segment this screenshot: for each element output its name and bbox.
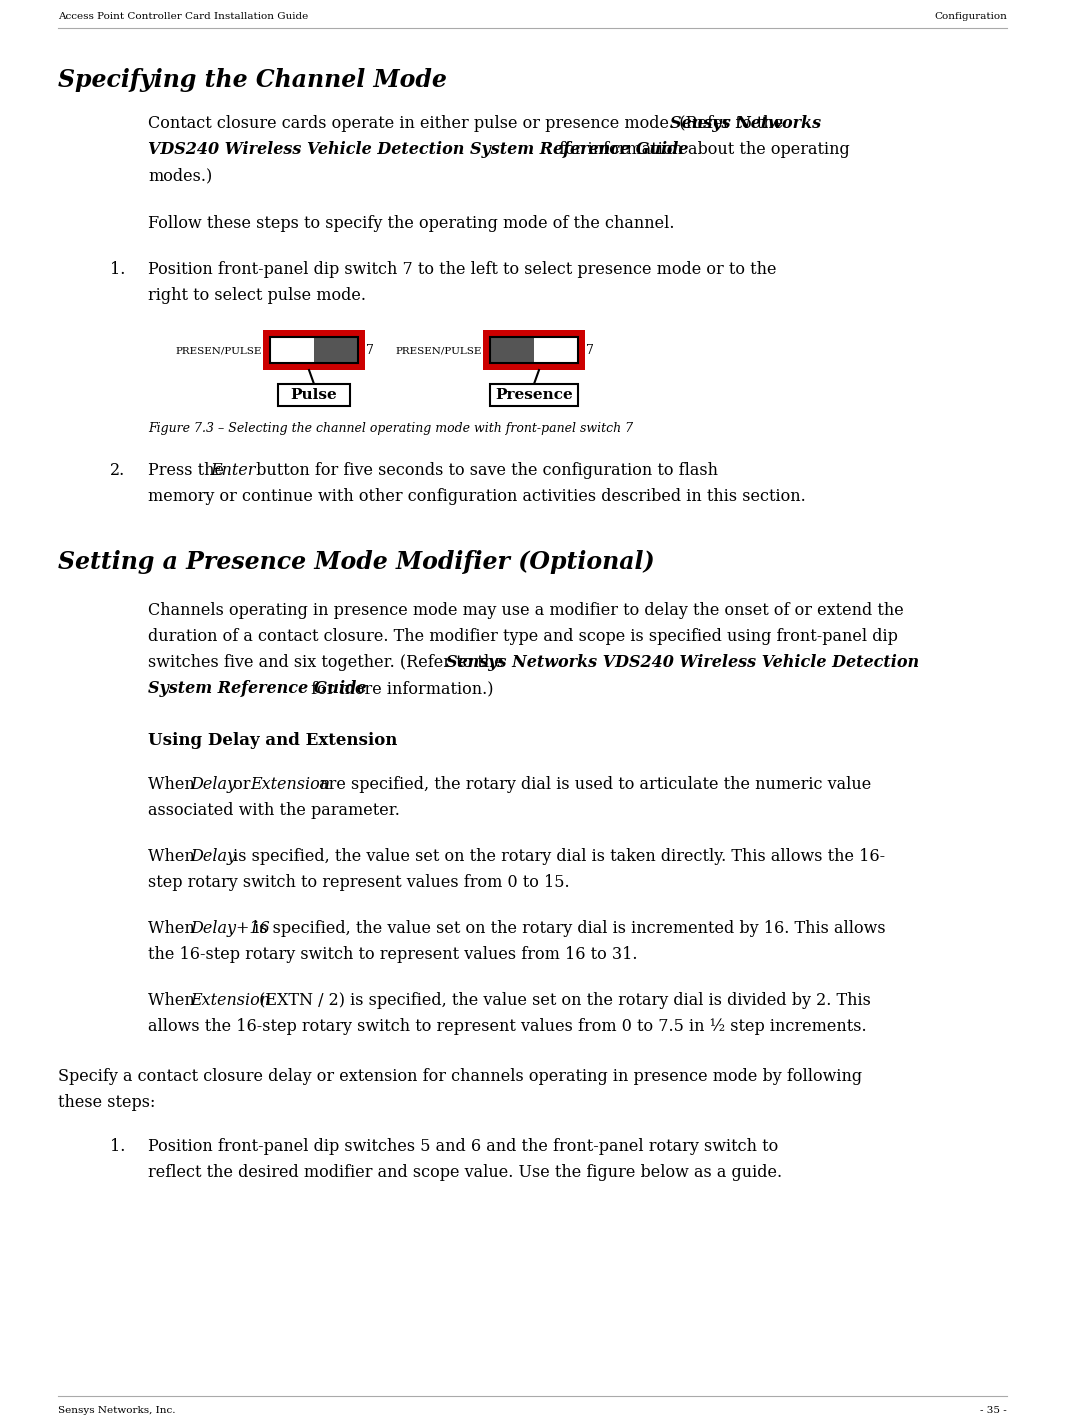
Text: Position front-panel dip switch 7 to the left to select presence mode or to the: Position front-panel dip switch 7 to the… bbox=[148, 261, 776, 279]
Text: Specifying the Channel Mode: Specifying the Channel Mode bbox=[58, 68, 447, 92]
Bar bbox=[271, 337, 314, 362]
Text: Sensys Networks, Inc.: Sensys Networks, Inc. bbox=[58, 1405, 176, 1415]
Text: Delay: Delay bbox=[190, 848, 236, 865]
Text: When: When bbox=[148, 776, 200, 793]
Text: Contact closure cards operate in either pulse or presence mode. (Refer to the: Contact closure cards operate in either … bbox=[148, 115, 788, 132]
Text: switches five and six together. (Refer to the: switches five and six together. (Refer t… bbox=[148, 654, 509, 671]
Bar bbox=[490, 337, 578, 362]
Text: Setting a Presence Mode Modifier (Optional): Setting a Presence Mode Modifier (Option… bbox=[58, 550, 655, 574]
Text: VDS240 Wireless Vehicle Detection System Reference Guide: VDS240 Wireless Vehicle Detection System… bbox=[148, 141, 688, 158]
Text: When: When bbox=[148, 919, 200, 936]
Bar bbox=[263, 330, 365, 369]
Text: Enter: Enter bbox=[210, 462, 256, 479]
Bar bbox=[490, 384, 578, 406]
Text: these steps:: these steps: bbox=[58, 1094, 155, 1111]
Text: are specified, the rotary dial is used to articulate the numeric value: are specified, the rotary dial is used t… bbox=[314, 776, 871, 793]
Text: (EXTN / 2) is specified, the value set on the rotary dial is divided by 2. This: (EXTN / 2) is specified, the value set o… bbox=[253, 992, 871, 1009]
Text: Sensys Networks VDS240 Wireless Vehicle Detection: Sensys Networks VDS240 Wireless Vehicle … bbox=[446, 654, 919, 671]
Text: Sensys Networks: Sensys Networks bbox=[670, 115, 821, 132]
Text: When: When bbox=[148, 848, 200, 865]
Text: is specified, the value set on the rotary dial is taken directly. This allows th: is specified, the value set on the rotar… bbox=[228, 848, 885, 865]
Text: allows the 16-step rotary switch to represent values from 0 to 7.5 in ½ step inc: allows the 16-step rotary switch to repr… bbox=[148, 1017, 867, 1034]
Bar bbox=[271, 337, 358, 362]
Text: or: or bbox=[228, 776, 256, 793]
Text: associated with the parameter.: associated with the parameter. bbox=[148, 801, 399, 818]
Text: Presence: Presence bbox=[495, 388, 573, 402]
Text: duration of a contact closure. The modifier type and scope is specified using fr: duration of a contact closure. The modif… bbox=[148, 628, 898, 645]
Text: Press the: Press the bbox=[148, 462, 229, 479]
Text: Channels operating in presence mode may use a modifier to delay the onset of or : Channels operating in presence mode may … bbox=[148, 603, 904, 620]
Text: Extension: Extension bbox=[250, 776, 330, 793]
Text: PRESEN/PULSE: PRESEN/PULSE bbox=[176, 347, 262, 355]
Text: 7: 7 bbox=[586, 344, 594, 358]
Text: Specify a contact closure delay or extension for channels operating in presence : Specify a contact closure delay or exten… bbox=[58, 1069, 863, 1086]
Bar bbox=[490, 337, 534, 362]
Text: Extension: Extension bbox=[190, 992, 271, 1009]
Text: Configuration: Configuration bbox=[934, 11, 1007, 21]
Text: Access Point Controller Card Installation Guide: Access Point Controller Card Installatio… bbox=[58, 11, 308, 21]
Text: modes.): modes.) bbox=[148, 168, 212, 183]
Text: 1.: 1. bbox=[110, 261, 126, 279]
Text: System Reference Guide: System Reference Guide bbox=[148, 681, 366, 696]
Text: button for five seconds to save the configuration to flash: button for five seconds to save the conf… bbox=[251, 462, 718, 479]
Text: Figure 7.3 – Selecting the channel operating mode with front-panel switch 7: Figure 7.3 – Selecting the channel opera… bbox=[148, 422, 633, 435]
Text: Delay+16: Delay+16 bbox=[190, 919, 269, 936]
Text: for information about the operating: for information about the operating bbox=[554, 141, 850, 158]
Text: When: When bbox=[148, 992, 200, 1009]
Text: for more information.): for more information.) bbox=[306, 681, 493, 696]
Text: right to select pulse mode.: right to select pulse mode. bbox=[148, 287, 366, 304]
Text: the 16-step rotary switch to represent values from 16 to 31.: the 16-step rotary switch to represent v… bbox=[148, 946, 638, 963]
Text: Pulse: Pulse bbox=[291, 388, 338, 402]
Text: step rotary switch to represent values from 0 to 15.: step rotary switch to represent values f… bbox=[148, 874, 570, 891]
Text: is specified, the value set on the rotary dial is incremented by 16. This allows: is specified, the value set on the rotar… bbox=[249, 919, 886, 936]
Text: Position front-panel dip switches 5 and 6 and the front-panel rotary switch to: Position front-panel dip switches 5 and … bbox=[148, 1138, 779, 1155]
Bar bbox=[484, 330, 585, 369]
Text: - 35 -: - 35 - bbox=[980, 1405, 1007, 1415]
Text: reflect the desired modifier and scope value. Use the figure below as a guide.: reflect the desired modifier and scope v… bbox=[148, 1164, 782, 1181]
Text: Delay: Delay bbox=[190, 776, 236, 793]
Bar bbox=[314, 337, 358, 362]
Text: Follow these steps to specify the operating mode of the channel.: Follow these steps to specify the operat… bbox=[148, 215, 674, 232]
Bar bbox=[534, 337, 578, 362]
Text: 2.: 2. bbox=[110, 462, 126, 479]
Text: memory or continue with other configuration activities described in this section: memory or continue with other configurat… bbox=[148, 487, 806, 504]
Bar bbox=[278, 384, 350, 406]
Text: Using Delay and Extension: Using Delay and Extension bbox=[148, 732, 397, 749]
Text: 1.: 1. bbox=[110, 1138, 126, 1155]
Text: 7: 7 bbox=[366, 344, 374, 358]
Text: PRESEN/PULSE: PRESEN/PULSE bbox=[395, 347, 482, 355]
